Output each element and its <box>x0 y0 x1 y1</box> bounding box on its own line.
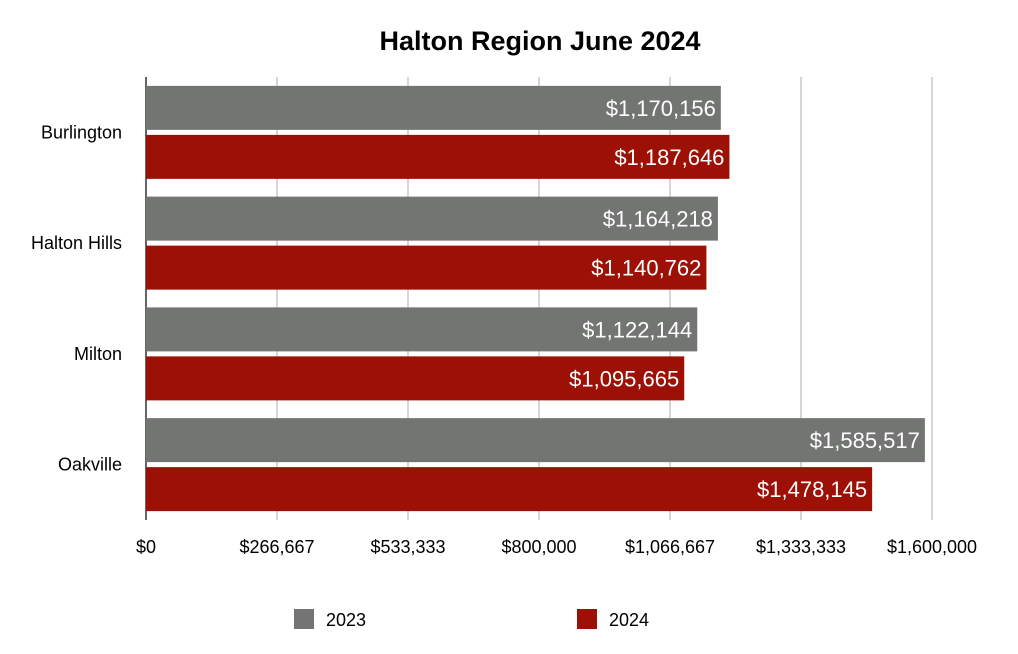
data-label: $1,170,156 <box>606 96 716 121</box>
bar <box>146 85 721 130</box>
data-label: $1,095,665 <box>569 366 679 391</box>
data-label: $1,187,646 <box>614 145 724 170</box>
data-label: $1,585,517 <box>810 428 920 453</box>
category-label: Halton Hills <box>31 233 122 253</box>
x-tick-label: $533,333 <box>370 537 445 557</box>
legend: 2023 2024 <box>294 609 649 630</box>
data-label: $1,164,218 <box>603 207 713 232</box>
legend-label: 2023 <box>326 610 366 630</box>
chart-title: Halton Region June 2024 <box>379 26 700 56</box>
x-tick-label: $1,333,333 <box>756 537 846 557</box>
legend-swatch <box>294 609 314 629</box>
x-tick-label: $800,000 <box>501 537 576 557</box>
category-label: Oakville <box>58 455 122 475</box>
data-label: $1,122,144 <box>582 317 692 342</box>
category-label: Milton <box>74 344 122 364</box>
category-labels: Burlington Halton Hills Milton Oakville <box>31 122 122 474</box>
legend-label: 2024 <box>609 610 649 630</box>
bar <box>146 467 873 512</box>
bars: $1,170,156 $1,187,646 $1,164,218 $1,140,762… <box>146 85 925 512</box>
bar <box>146 134 730 179</box>
bar <box>146 418 925 463</box>
bar <box>146 307 698 352</box>
legend-swatch <box>577 609 597 629</box>
bar <box>146 356 685 401</box>
data-label: $1,478,145 <box>757 477 867 502</box>
x-axis-tick-labels: $0 $266,667 $533,333 $800,000 $1,066,667 $1,3… <box>136 537 977 557</box>
x-tick-label: $266,667 <box>239 537 314 557</box>
data-label: $1,140,762 <box>591 256 701 281</box>
x-tick-label: $1,066,667 <box>625 537 715 557</box>
category-label: Burlington <box>41 122 122 142</box>
bar <box>146 245 707 290</box>
bar <box>146 196 718 241</box>
x-tick-label: $1,600,000 <box>887 537 977 557</box>
x-tick-label: $0 <box>136 537 156 557</box>
